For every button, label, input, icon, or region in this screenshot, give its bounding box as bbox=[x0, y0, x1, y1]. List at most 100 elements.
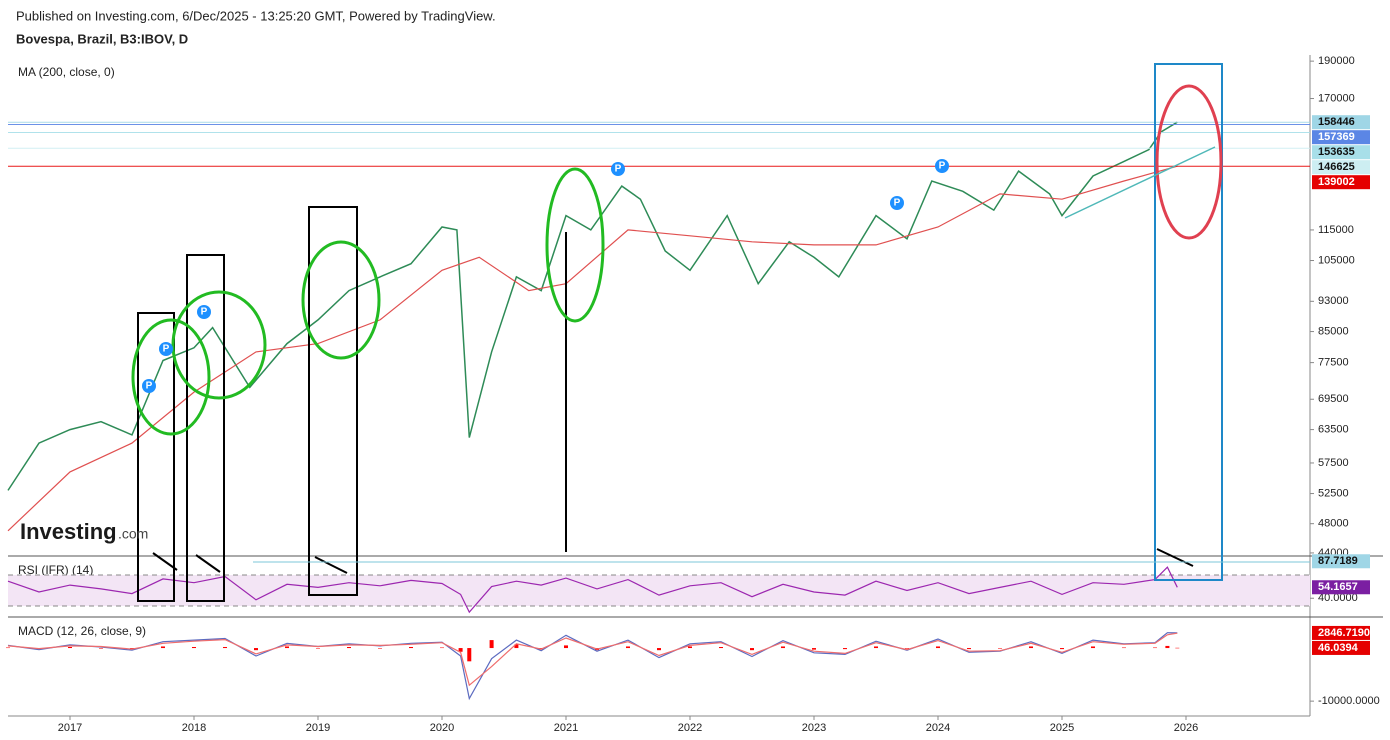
annotations bbox=[131, 63, 1310, 602]
level-box bbox=[1312, 160, 1370, 175]
histogram-bar bbox=[285, 646, 289, 649]
histogram-bar bbox=[564, 645, 568, 649]
histogram-bar bbox=[467, 648, 472, 662]
circle-annotation bbox=[301, 240, 381, 360]
y-tick-label: 63500 bbox=[1318, 424, 1349, 436]
divergence-line bbox=[1156, 548, 1194, 567]
marker: P bbox=[935, 159, 949, 173]
histogram-bar bbox=[1175, 647, 1180, 649]
histogram-bar bbox=[688, 646, 692, 649]
level-label: 46.0394 bbox=[1318, 642, 1359, 654]
histogram-bar bbox=[874, 646, 878, 649]
x-tick-label: 2019 bbox=[306, 722, 330, 734]
y-tick-label: -10000.0000 bbox=[1318, 695, 1380, 707]
symbol: Bovespa, Brazil, B3:IBOV, D bbox=[16, 31, 188, 46]
y-tick-label: 170000 bbox=[1318, 92, 1355, 104]
circle-annotation bbox=[1155, 84, 1223, 240]
marker-label: P bbox=[894, 198, 901, 209]
histogram-bar bbox=[99, 648, 103, 649]
level-label: 87.7189 bbox=[1318, 555, 1358, 567]
x-tick-label: 2018 bbox=[182, 722, 206, 734]
histogram-bar bbox=[489, 640, 494, 649]
histogram-bar bbox=[719, 646, 723, 649]
histogram-bar bbox=[750, 648, 754, 651]
histogram-bar bbox=[68, 646, 72, 649]
y-tick-label: 115000 bbox=[1318, 224, 1354, 236]
histogram-bar bbox=[1165, 645, 1170, 649]
histogram-bar bbox=[936, 646, 940, 649]
level-label: 139002 bbox=[1318, 176, 1355, 188]
published-note: Published on Investing.com, 6/Dec/2025 -… bbox=[16, 8, 496, 23]
marker: P bbox=[197, 305, 211, 319]
trend-line bbox=[1064, 146, 1216, 219]
histogram-bar bbox=[1122, 647, 1126, 649]
level-box bbox=[1312, 145, 1370, 160]
y-tick-label: 69500 bbox=[1318, 393, 1349, 405]
level-label: 158446 bbox=[1318, 116, 1355, 128]
histogram-bar bbox=[161, 646, 165, 649]
histogram-bar bbox=[514, 644, 519, 649]
marker: P bbox=[611, 162, 625, 176]
marker-label: P bbox=[146, 381, 153, 392]
y-tick-label: 93000 bbox=[1318, 295, 1349, 307]
histogram-bar bbox=[1153, 647, 1157, 649]
marker-label: P bbox=[615, 164, 622, 175]
level-label: 153635 bbox=[1318, 146, 1355, 158]
histogram-bar bbox=[409, 646, 413, 649]
pane-title: MACD (12, 26, close, 9) bbox=[18, 624, 146, 638]
marker-dot bbox=[142, 379, 156, 393]
marker-label: P bbox=[939, 161, 946, 172]
circle-annotation bbox=[131, 318, 211, 436]
y-tick-label: 52500 bbox=[1318, 487, 1349, 499]
divergence-line bbox=[152, 552, 178, 571]
histogram-bar bbox=[192, 646, 196, 649]
y-tick-label: 77500 bbox=[1318, 357, 1349, 369]
marker-dot bbox=[159, 342, 173, 356]
marker-dot bbox=[611, 162, 625, 176]
marker-dot bbox=[197, 305, 211, 319]
box-annotation bbox=[308, 206, 358, 596]
histogram-bar bbox=[657, 648, 661, 651]
level-label: 146625 bbox=[1318, 161, 1355, 173]
circle-annotation bbox=[171, 290, 267, 400]
y-tick-label: 48000 bbox=[1318, 518, 1349, 530]
histogram-bar bbox=[967, 648, 971, 650]
y-tick-label: 40.0000 bbox=[1318, 592, 1358, 604]
marker-label: P bbox=[163, 344, 170, 355]
histogram-bar bbox=[1029, 646, 1033, 649]
histogram-bar bbox=[6, 647, 10, 649]
histogram-bar bbox=[812, 648, 816, 650]
level-label: 157369 bbox=[1318, 131, 1355, 143]
watermark-brand: Investing bbox=[20, 519, 117, 544]
y-tick-label: 190000 bbox=[1318, 55, 1355, 67]
circle-annotation bbox=[545, 167, 605, 323]
histogram-bar bbox=[223, 646, 227, 649]
histogram-bar bbox=[1091, 646, 1095, 649]
level-box bbox=[1312, 580, 1370, 595]
divergence-line bbox=[195, 554, 221, 573]
x-tick-label: 2021 bbox=[554, 722, 578, 734]
histogram-bar bbox=[626, 646, 630, 649]
histogram-bar bbox=[843, 648, 847, 650]
histogram-bar bbox=[378, 648, 382, 649]
markers: P P P P P P bbox=[142, 159, 949, 393]
box-annotation bbox=[137, 312, 175, 602]
x-tick-label: 2023 bbox=[802, 722, 826, 734]
marker: P bbox=[890, 196, 904, 210]
level-box bbox=[1312, 175, 1370, 190]
x-tick-label: 2024 bbox=[926, 722, 950, 734]
pane-title: MA (200, close, 0) bbox=[18, 65, 115, 79]
series-line bbox=[7, 632, 1178, 687]
x-tick-label: 2020 bbox=[430, 722, 454, 734]
histogram-bar bbox=[458, 648, 463, 652]
histogram-bar bbox=[781, 646, 785, 649]
x-tick-label: 2026 bbox=[1174, 722, 1198, 734]
marker: P bbox=[159, 342, 173, 356]
histogram-bar bbox=[1060, 648, 1064, 650]
marker: P bbox=[142, 379, 156, 393]
histogram-bar bbox=[316, 648, 320, 649]
box-annotation bbox=[1154, 63, 1223, 581]
marker-dot bbox=[890, 196, 904, 210]
level-label: 2846.7190 bbox=[1318, 627, 1370, 639]
